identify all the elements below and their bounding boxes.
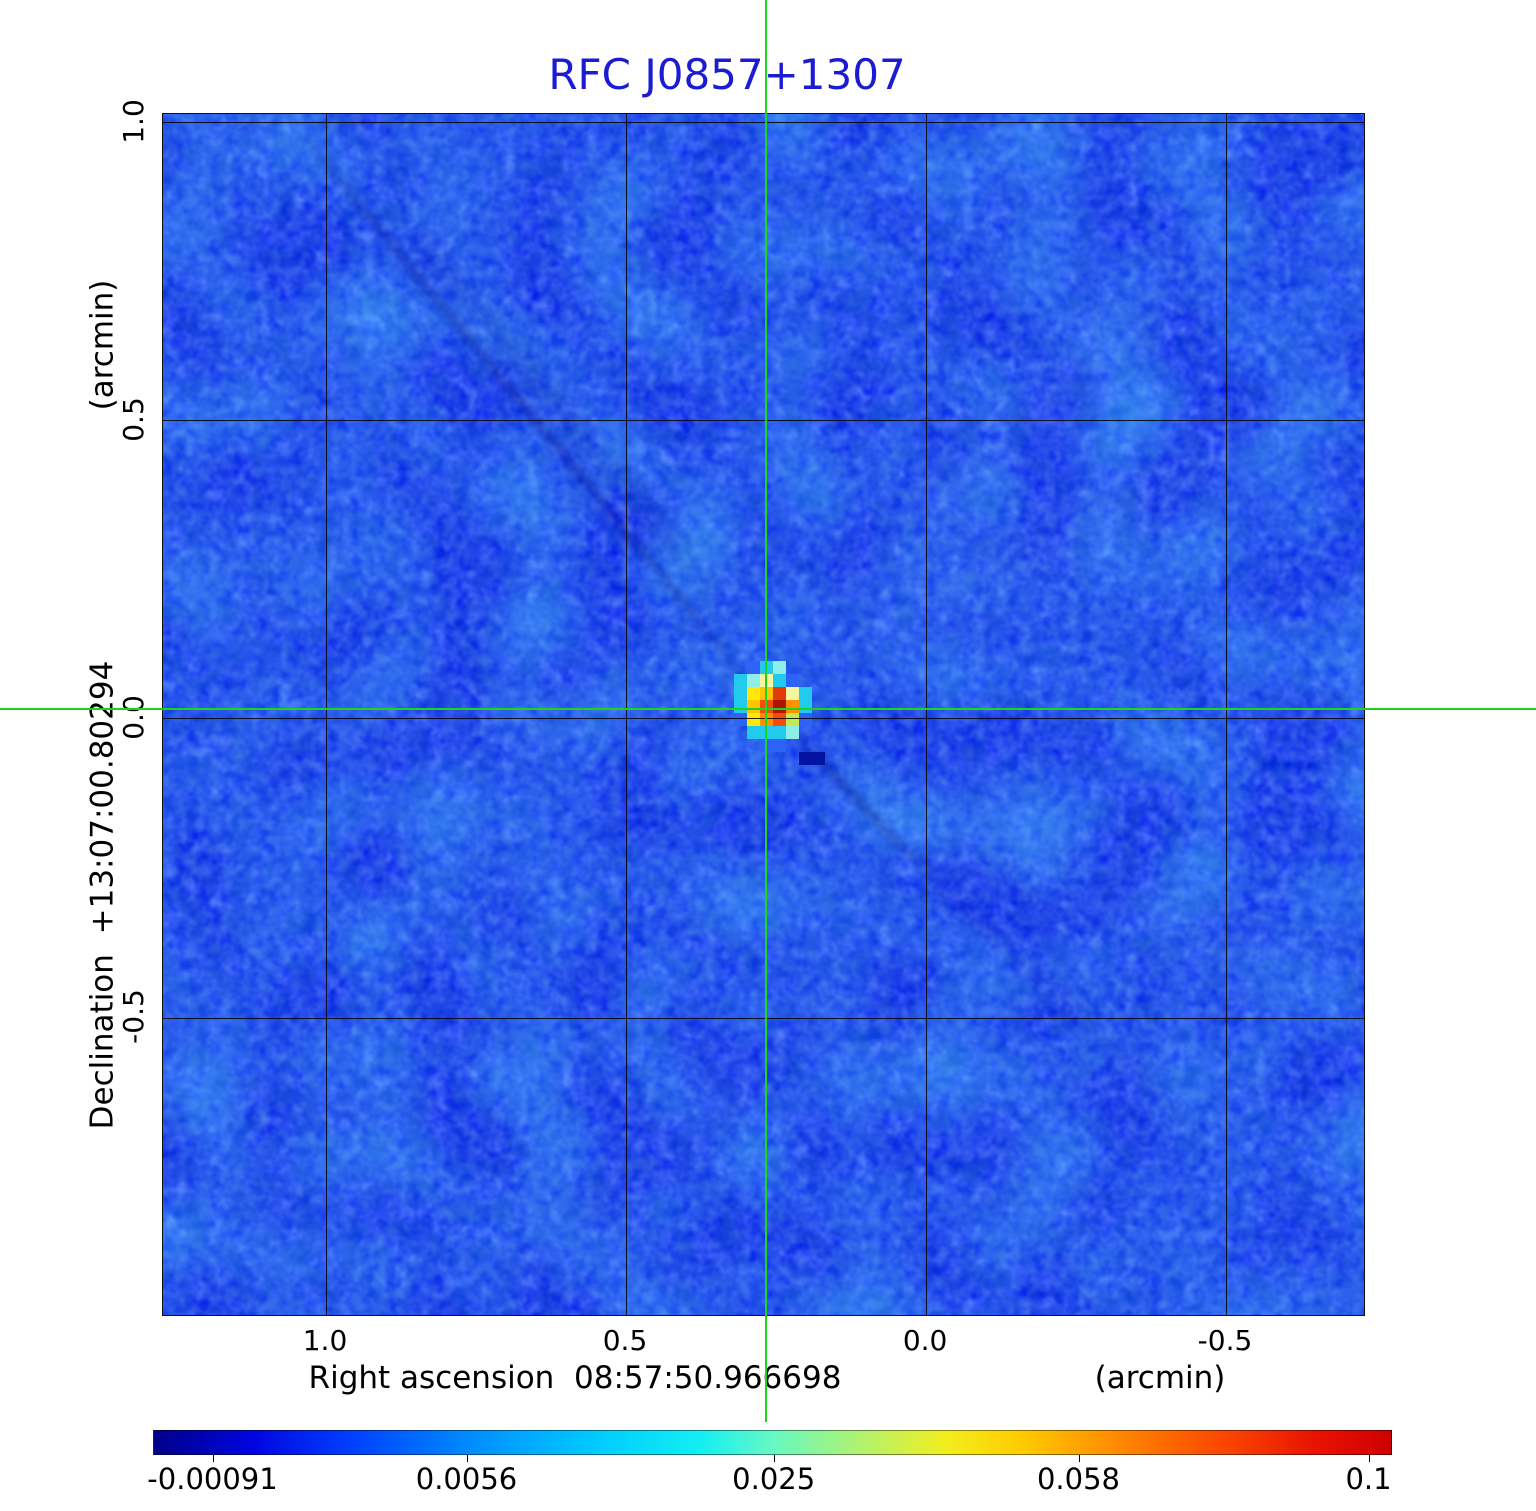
source-pixel	[785, 686, 799, 700]
y-tick-label: 1.0	[116, 98, 150, 144]
colorbar-tick	[212, 1455, 214, 1462]
source-pixel	[772, 738, 786, 752]
source-pixel	[746, 725, 760, 739]
crosshair-vertical	[765, 0, 767, 1422]
source-pixel	[785, 673, 799, 687]
crosshair-horizontal	[0, 708, 1536, 710]
source-pixel	[785, 712, 799, 726]
source-pixel	[798, 712, 812, 726]
colorbar-tick	[1368, 1455, 1370, 1462]
grid-line-vertical	[926, 114, 928, 1315]
source-pixel	[772, 712, 786, 726]
source-pixel	[772, 673, 786, 687]
source-pixel	[746, 673, 760, 687]
colorbar-tick	[1078, 1455, 1080, 1462]
source-pixel	[772, 686, 786, 700]
source-pixel	[785, 725, 799, 739]
y-tick-label: -0.5	[116, 989, 150, 1045]
source-pixel	[798, 686, 812, 700]
y-axis-label: Declination +13:07:00.80294	[84, 660, 120, 1130]
colorbar-tick-label: 0.025	[732, 1462, 816, 1496]
source-pixel	[798, 751, 812, 765]
grid-line-horizontal	[163, 420, 1364, 421]
grid-line-horizontal	[163, 1017, 1364, 1019]
y-tick-label: 0.5	[116, 396, 150, 442]
x-tick-label: 0.0	[902, 1324, 948, 1357]
map-plot-area	[162, 113, 1365, 1316]
colorbar-tick-label: -0.00091	[147, 1462, 278, 1496]
source-pixel	[811, 751, 825, 765]
source-pixel	[733, 712, 747, 726]
colorbar-tick-label: 0.0056	[415, 1462, 518, 1496]
grid-line-vertical	[326, 114, 327, 1315]
source-pixel	[746, 660, 760, 674]
grid-layer	[163, 114, 1364, 1315]
colorbar-tick	[773, 1455, 775, 1462]
plot-title: RFC J0857+1307	[548, 50, 906, 99]
x-axis-unit: (arcmin)	[1094, 1360, 1226, 1396]
grid-line-vertical	[626, 114, 627, 1315]
source-pixel	[746, 712, 760, 726]
source-pixel	[772, 725, 786, 739]
y-axis-unit: (arcmin)	[84, 279, 121, 411]
source-pixel	[733, 673, 747, 687]
x-tick-label: -0.5	[1197, 1324, 1253, 1357]
colorbar: -0.00091 0.0056 0.025 0.058 0.1	[147, 1430, 1392, 1496]
source-pixel	[772, 660, 786, 674]
colorbar-tick-label: 0.058	[1036, 1462, 1121, 1496]
x-tick-label: 1.0	[302, 1324, 348, 1357]
x-axis-label: Right ascension 08:57:50.966698	[308, 1360, 842, 1396]
grid-line-horizontal	[163, 718, 1364, 719]
source-pixel	[733, 686, 747, 700]
source-pixel	[746, 686, 760, 700]
grid-line-horizontal	[163, 122, 1364, 124]
colorbar-gradient-strip	[153, 1430, 1392, 1455]
colorbar-tick	[466, 1455, 468, 1462]
grid-line-vertical	[1226, 114, 1227, 1315]
colorbar-tick-label: 0.1	[1345, 1462, 1392, 1496]
y-tick-label: 0.0	[116, 694, 150, 740]
x-tick-label: 0.5	[602, 1324, 648, 1357]
